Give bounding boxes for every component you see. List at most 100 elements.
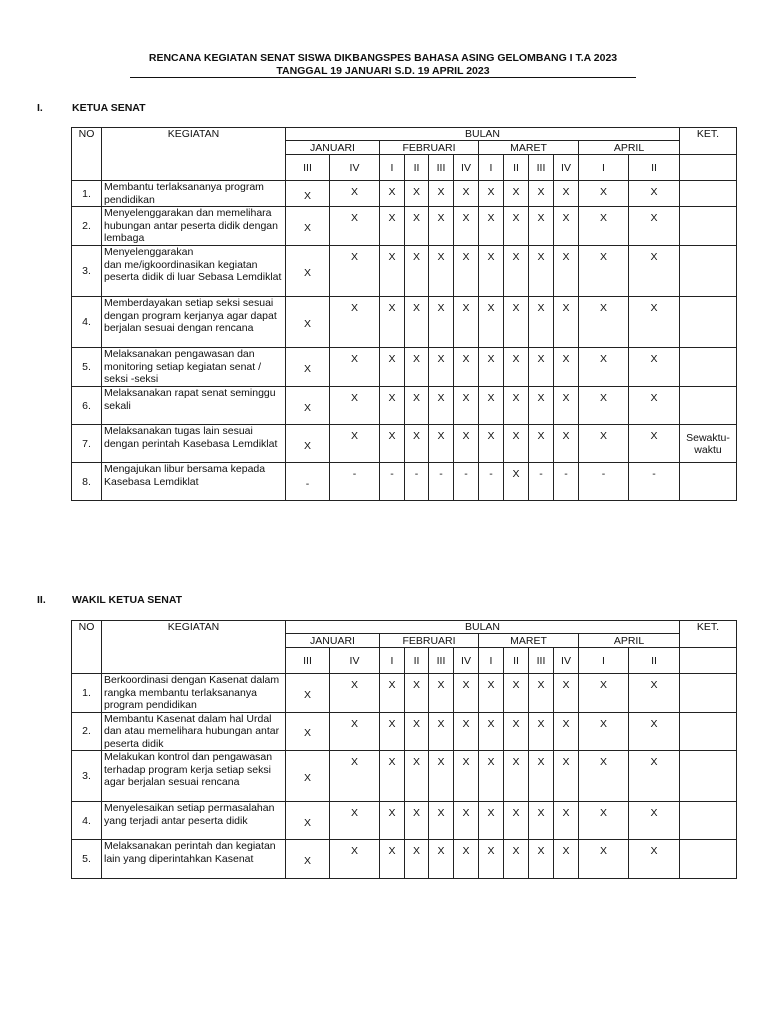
row-kegiatan: Melaksanakan rapat senat seminggu sekali	[101, 386, 286, 425]
section-title: KETUA SENAT	[72, 102, 146, 114]
row-kegiatan: Melaksanakan pengawasan dan monitoring s…	[101, 347, 286, 387]
schedule-mark: X	[329, 206, 380, 246]
header-ket: KET.	[679, 127, 738, 155]
schedule-mark: X	[478, 839, 504, 879]
header-week: III	[285, 154, 330, 181]
row-number: 5.	[71, 347, 102, 387]
row-ket	[679, 180, 738, 207]
schedule-mark: X	[553, 801, 579, 840]
schedule-mark: X	[453, 673, 479, 713]
document-subtitle: TANGGAL 19 JANUARI S.D. 19 APRIL 2023	[276, 65, 490, 77]
header-bulan: BULAN	[284, 127, 681, 141]
schedule-mark: X	[578, 245, 629, 297]
schedule-mark: X	[285, 711, 330, 751]
header-month: APRIL	[577, 140, 681, 155]
schedule-mark: X	[285, 750, 330, 802]
row-kegiatan: Mengajukan libur bersama kepada Kasebasa…	[101, 462, 286, 501]
schedule-mark: X	[379, 347, 405, 387]
schedule-mark: -	[379, 462, 405, 501]
header-week: IV	[329, 154, 380, 181]
schedule-mark: X	[503, 750, 529, 802]
header-week: I	[478, 154, 504, 181]
header-month: JANUARI	[285, 140, 380, 155]
row-kegiatan: Melaksanakan perintah dan kegiatan lain …	[101, 839, 286, 879]
section-number: I.	[37, 102, 43, 114]
schedule-mark: X	[428, 296, 454, 348]
schedule-mark: X	[379, 206, 405, 246]
table-row: 8. Mengajukan libur bersama kepada Kaseba…	[71, 462, 738, 501]
header-month: FEBRUARI	[379, 633, 479, 648]
header-kegiatan: KEGIATAN	[101, 127, 286, 181]
schedule-mark: X	[329, 673, 380, 713]
header-row-weeks: III IV I II III IV I II III IV I II	[72, 154, 738, 181]
header-week: IV	[453, 154, 479, 181]
schedule-table: NO KEGIATAN BULAN KET. JANUARI FEBRUARI MARET A…	[71, 127, 738, 501]
schedule-mark: X	[578, 673, 629, 713]
row-ket	[679, 296, 738, 348]
schedule-mark: X	[478, 750, 504, 802]
schedule-mark: X	[285, 347, 330, 387]
schedule-mark: X	[627, 347, 681, 387]
row-number: 3.	[71, 245, 102, 297]
schedule-mark: X	[453, 180, 479, 207]
schedule-mark: X	[503, 839, 529, 879]
header-week: II	[627, 154, 681, 181]
schedule-mark: -	[553, 462, 579, 501]
schedule-mark: X	[578, 801, 629, 840]
schedule-mark: X	[428, 347, 454, 387]
header-bulan: BULAN	[284, 620, 681, 634]
schedule-mark: X	[503, 801, 529, 840]
schedule-mark: X	[285, 673, 330, 713]
schedule-mark: X	[379, 839, 405, 879]
schedule-mark: X	[428, 750, 454, 802]
schedule-mark: X	[453, 424, 479, 463]
row-number: 6.	[71, 386, 102, 425]
schedule-mark: X	[528, 750, 554, 802]
schedule-mark: X	[379, 296, 405, 348]
schedule-mark: X	[329, 801, 380, 840]
schedule-mark: X	[428, 673, 454, 713]
schedule-mark: X	[528, 180, 554, 207]
header-week: II	[404, 647, 429, 674]
schedule-mark: -	[453, 462, 479, 501]
schedule-mark: X	[578, 386, 629, 425]
row-ket	[679, 801, 738, 840]
header-row-months: JANUARI FEBRUARI MARET APRIL	[72, 633, 737, 648]
schedule-mark: X	[285, 296, 330, 348]
schedule-mark: X	[503, 386, 529, 425]
schedule-mark: X	[553, 206, 579, 246]
row-kegiatan: Memberdayakan setiap seksi sesuai dengan…	[101, 296, 286, 348]
schedule-mark: X	[503, 711, 529, 751]
schedule-mark: X	[627, 801, 681, 840]
row-number: 7.	[71, 424, 102, 463]
header-row-weeks: III IV I II III IV I II III IV I II	[72, 647, 738, 674]
schedule-mark: X	[627, 245, 681, 297]
schedule-mark: X	[478, 801, 504, 840]
schedule-mark: -	[285, 462, 330, 501]
table-row: 2. Membantu Kasenat dalam hal Urdal dan a…	[71, 711, 738, 751]
table-row: 4. Memberdayakan setiap seksi sesuai deng…	[71, 296, 738, 348]
schedule-mark: X	[379, 424, 405, 463]
row-kegiatan: Menyelesaikan setiap permasalahan yang t…	[101, 801, 286, 840]
schedule-mark: X	[528, 347, 554, 387]
row-ket	[679, 750, 738, 802]
row-ket	[679, 673, 738, 713]
schedule-mark: X	[329, 245, 380, 297]
header-month: FEBRUARI	[379, 140, 479, 155]
schedule-mark: -	[478, 462, 504, 501]
header-week: IV	[329, 647, 380, 674]
schedule-mark: X	[379, 711, 405, 751]
schedule-mark: X	[404, 296, 429, 348]
schedule-mark: X	[404, 673, 429, 713]
schedule-mark: X	[553, 424, 579, 463]
table-row: 3. Menyelenggarakan dan me/igkoordinasika…	[71, 245, 738, 297]
schedule-mark: X	[428, 245, 454, 297]
schedule-mark: X	[478, 206, 504, 246]
header-week: I	[578, 647, 629, 674]
row-kegiatan: Melakukan kontrol dan pengawasan terhada…	[101, 750, 286, 802]
row-number: 5.	[71, 839, 102, 879]
row-number: 2.	[71, 206, 102, 246]
header-ket-blank	[679, 647, 738, 674]
schedule-mark: X	[578, 711, 629, 751]
